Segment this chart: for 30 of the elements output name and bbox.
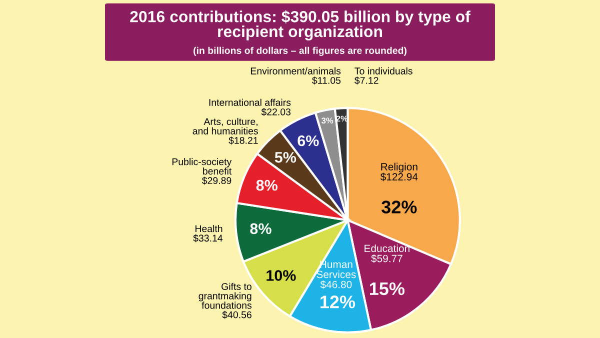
slice-label: Health xyxy=(196,225,222,232)
text: 10% xyxy=(266,270,296,281)
text: 8% xyxy=(256,180,278,191)
text: 5% xyxy=(274,152,296,163)
slice-label: Gifts to grantmaking foundations xyxy=(198,282,252,309)
data-label: $33.14 xyxy=(193,234,223,242)
text: 8% xyxy=(250,223,272,234)
data-label: $46.80 xyxy=(320,280,352,289)
slice-label: Education xyxy=(364,244,410,252)
data-label: $122.94 xyxy=(380,172,418,182)
chart-title: 2016 contributions: $390.05 billion by type of recipient organization xyxy=(130,10,470,40)
slice-label: To individuals xyxy=(354,67,412,74)
data-label: $7.12 xyxy=(354,76,378,84)
slice-label: Environment/animals xyxy=(250,67,341,74)
chart-subtitle: (in billions of dollars – all figures are rounded) xyxy=(194,46,406,56)
text: 12% xyxy=(320,296,356,308)
slice-label: Public-society benefit xyxy=(172,158,232,175)
text: 32% xyxy=(382,200,417,214)
data-label: $11.05 xyxy=(312,76,341,84)
data-label: $59.77 xyxy=(371,254,402,263)
text: 6% xyxy=(298,135,319,146)
slice-label: Religion xyxy=(381,162,418,172)
data-label: $22.03 xyxy=(261,108,291,116)
text: 3% xyxy=(322,118,334,124)
data-label: $18.21 xyxy=(228,136,258,144)
data-label: $40.56 xyxy=(222,310,252,319)
text: 15% xyxy=(370,282,405,296)
slice-label: International affairs xyxy=(209,98,291,106)
slice-label: Arts, culture, and humanities xyxy=(192,118,258,134)
data-label: $29.89 xyxy=(202,176,232,185)
